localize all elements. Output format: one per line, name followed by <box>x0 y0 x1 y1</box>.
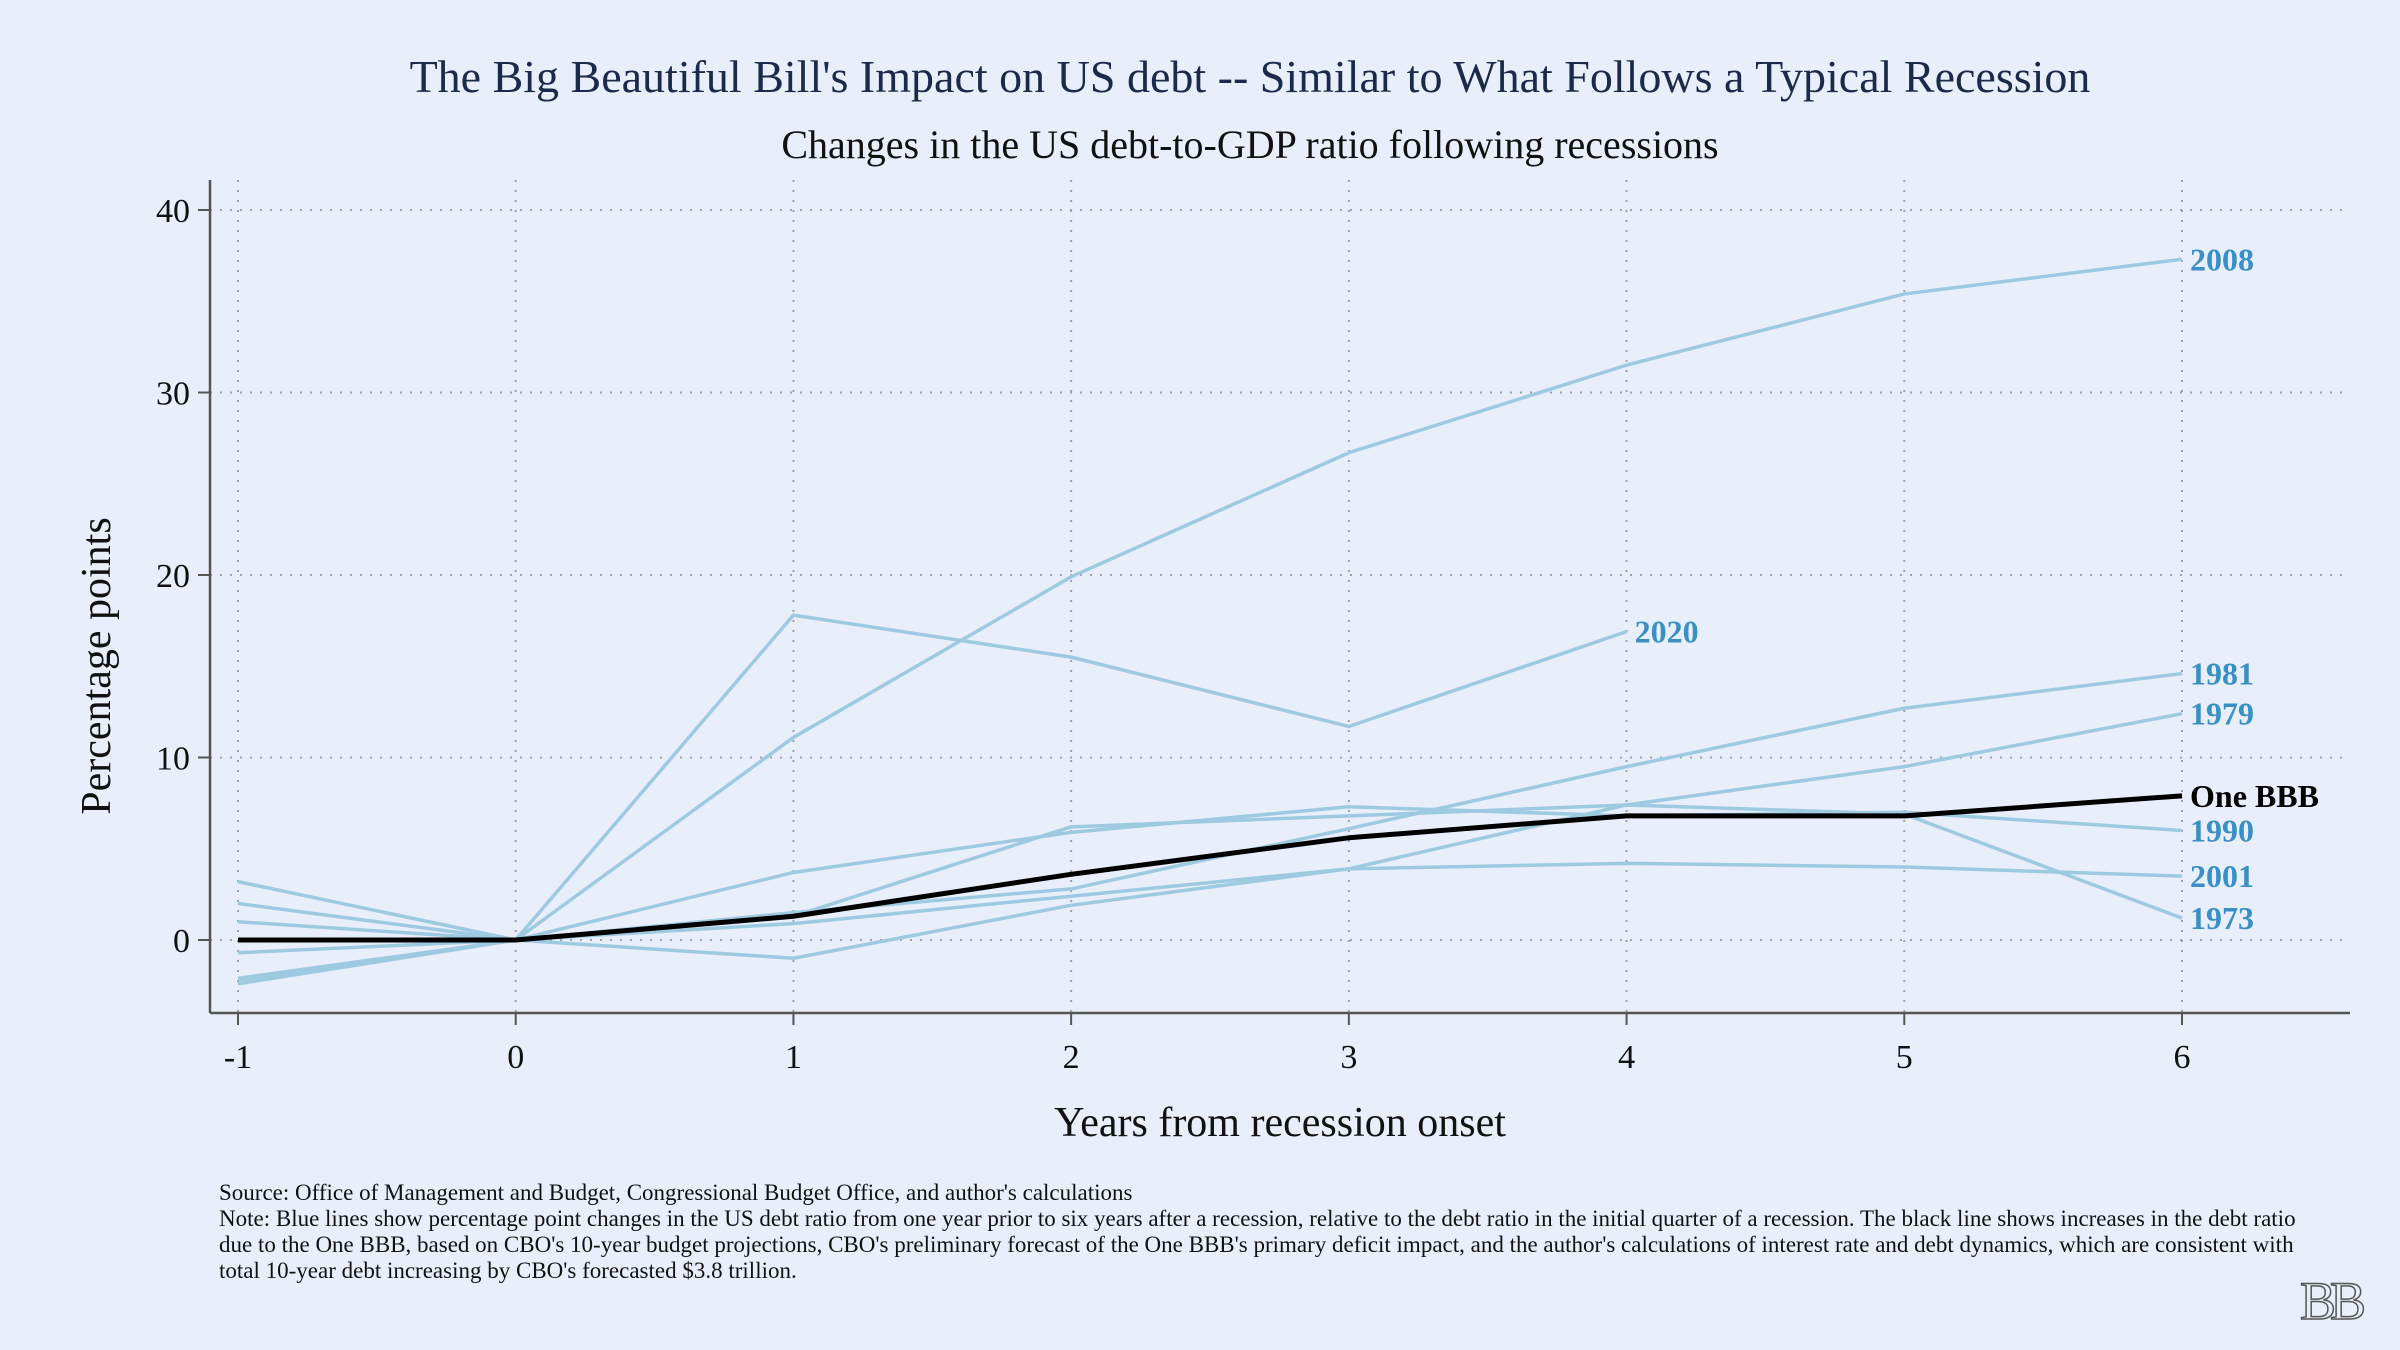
series-line-one-bbb <box>238 793 2183 943</box>
x-tick-label: 1 <box>785 1039 802 1076</box>
series-label-2020: 2020 <box>1635 614 1699 650</box>
y-tick-label: 30 <box>156 376 190 413</box>
series-line-1979 <box>237 711 2183 960</box>
series-line-1981 <box>237 671 2183 981</box>
grid <box>210 180 2350 1013</box>
series-label-2001: 2001 <box>2190 858 2254 894</box>
x-tick-label: -1 <box>224 1039 252 1076</box>
y-tick-label: 10 <box>156 741 190 778</box>
series-line-1973 <box>237 803 2183 942</box>
series-lines <box>237 257 2183 986</box>
chart-subtitle: Changes in the US debt-to-GDP ratio foll… <box>781 122 1718 167</box>
series-label-1979: 1979 <box>2190 696 2254 732</box>
bb-logo: BB <box>2299 1270 2367 1332</box>
series-label-one-bbb: One BBB <box>2190 778 2319 814</box>
series-label-1973: 1973 <box>2190 900 2254 936</box>
series-line-1990 <box>237 805 2183 942</box>
axes: 0 10 20 30 40 -1 0 1 2 3 4 5 6 <box>156 180 2350 1076</box>
chart-title: The Big Beautiful Bill's Impact on US de… <box>410 51 2091 102</box>
y-tick-label: 40 <box>156 193 190 230</box>
x-tick-label: 3 <box>1340 1039 1357 1076</box>
y-tick-label: 20 <box>156 558 190 595</box>
series-label-1981: 1981 <box>2190 656 2254 692</box>
methodology-note: Note: Blue lines show percentage point c… <box>219 1206 2296 1283</box>
x-tick-label: 2 <box>1063 1039 1080 1076</box>
y-axis-title: Percentage points <box>74 517 120 814</box>
y-tick-label: 0 <box>173 923 190 960</box>
series-label-1990: 1990 <box>2190 813 2254 849</box>
series-labels: 2008 2020 1981 1979 1990 2001 1973 One BBB <box>1635 241 2319 936</box>
x-tick-label: 6 <box>2174 1039 2191 1076</box>
series-label-2008: 2008 <box>2190 241 2254 277</box>
footer-notes: Source: Office of Management and Budget,… <box>219 1180 2319 1284</box>
x-tick-label: 4 <box>1618 1039 1635 1076</box>
series-line-2008 <box>237 257 2183 986</box>
x-axis-title: Years from recession onset <box>1054 1100 1506 1146</box>
source-note: Source: Office of Management and Budget,… <box>219 1180 1133 1205</box>
x-tick-label: 5 <box>1896 1039 1913 1076</box>
x-tick-label: 0 <box>507 1039 524 1076</box>
